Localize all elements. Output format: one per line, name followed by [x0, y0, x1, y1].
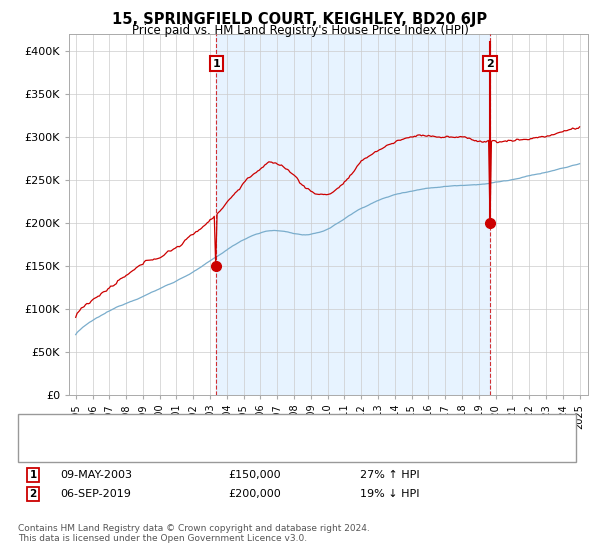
- Text: Contains HM Land Registry data © Crown copyright and database right 2024.
This d: Contains HM Land Registry data © Crown c…: [18, 524, 370, 543]
- Text: 09-MAY-2003: 09-MAY-2003: [60, 470, 132, 480]
- Text: 1: 1: [212, 59, 220, 69]
- Text: Price paid vs. HM Land Registry's House Price Index (HPI): Price paid vs. HM Land Registry's House …: [131, 24, 469, 37]
- Text: 2: 2: [29, 489, 37, 499]
- Text: —: —: [30, 441, 44, 455]
- Text: —: —: [30, 414, 44, 429]
- Text: HPI: Average price, detached house, Bradford: HPI: Average price, detached house, Brad…: [60, 443, 298, 453]
- Text: 2: 2: [486, 59, 494, 69]
- Text: 1: 1: [29, 470, 37, 480]
- Text: 15, SPRINGFIELD COURT, KEIGHLEY, BD20 6JP (detached house): 15, SPRINGFIELD COURT, KEIGHLEY, BD20 6J…: [60, 417, 393, 427]
- Text: 15, SPRINGFIELD COURT, KEIGHLEY, BD20 6JP: 15, SPRINGFIELD COURT, KEIGHLEY, BD20 6J…: [112, 12, 488, 27]
- Text: £200,000: £200,000: [228, 489, 281, 499]
- Bar: [217, 34, 490, 395]
- Text: £150,000: £150,000: [228, 470, 281, 480]
- Text: 19% ↓ HPI: 19% ↓ HPI: [360, 489, 419, 499]
- Text: 06-SEP-2019: 06-SEP-2019: [60, 489, 131, 499]
- Text: 27% ↑ HPI: 27% ↑ HPI: [360, 470, 419, 480]
